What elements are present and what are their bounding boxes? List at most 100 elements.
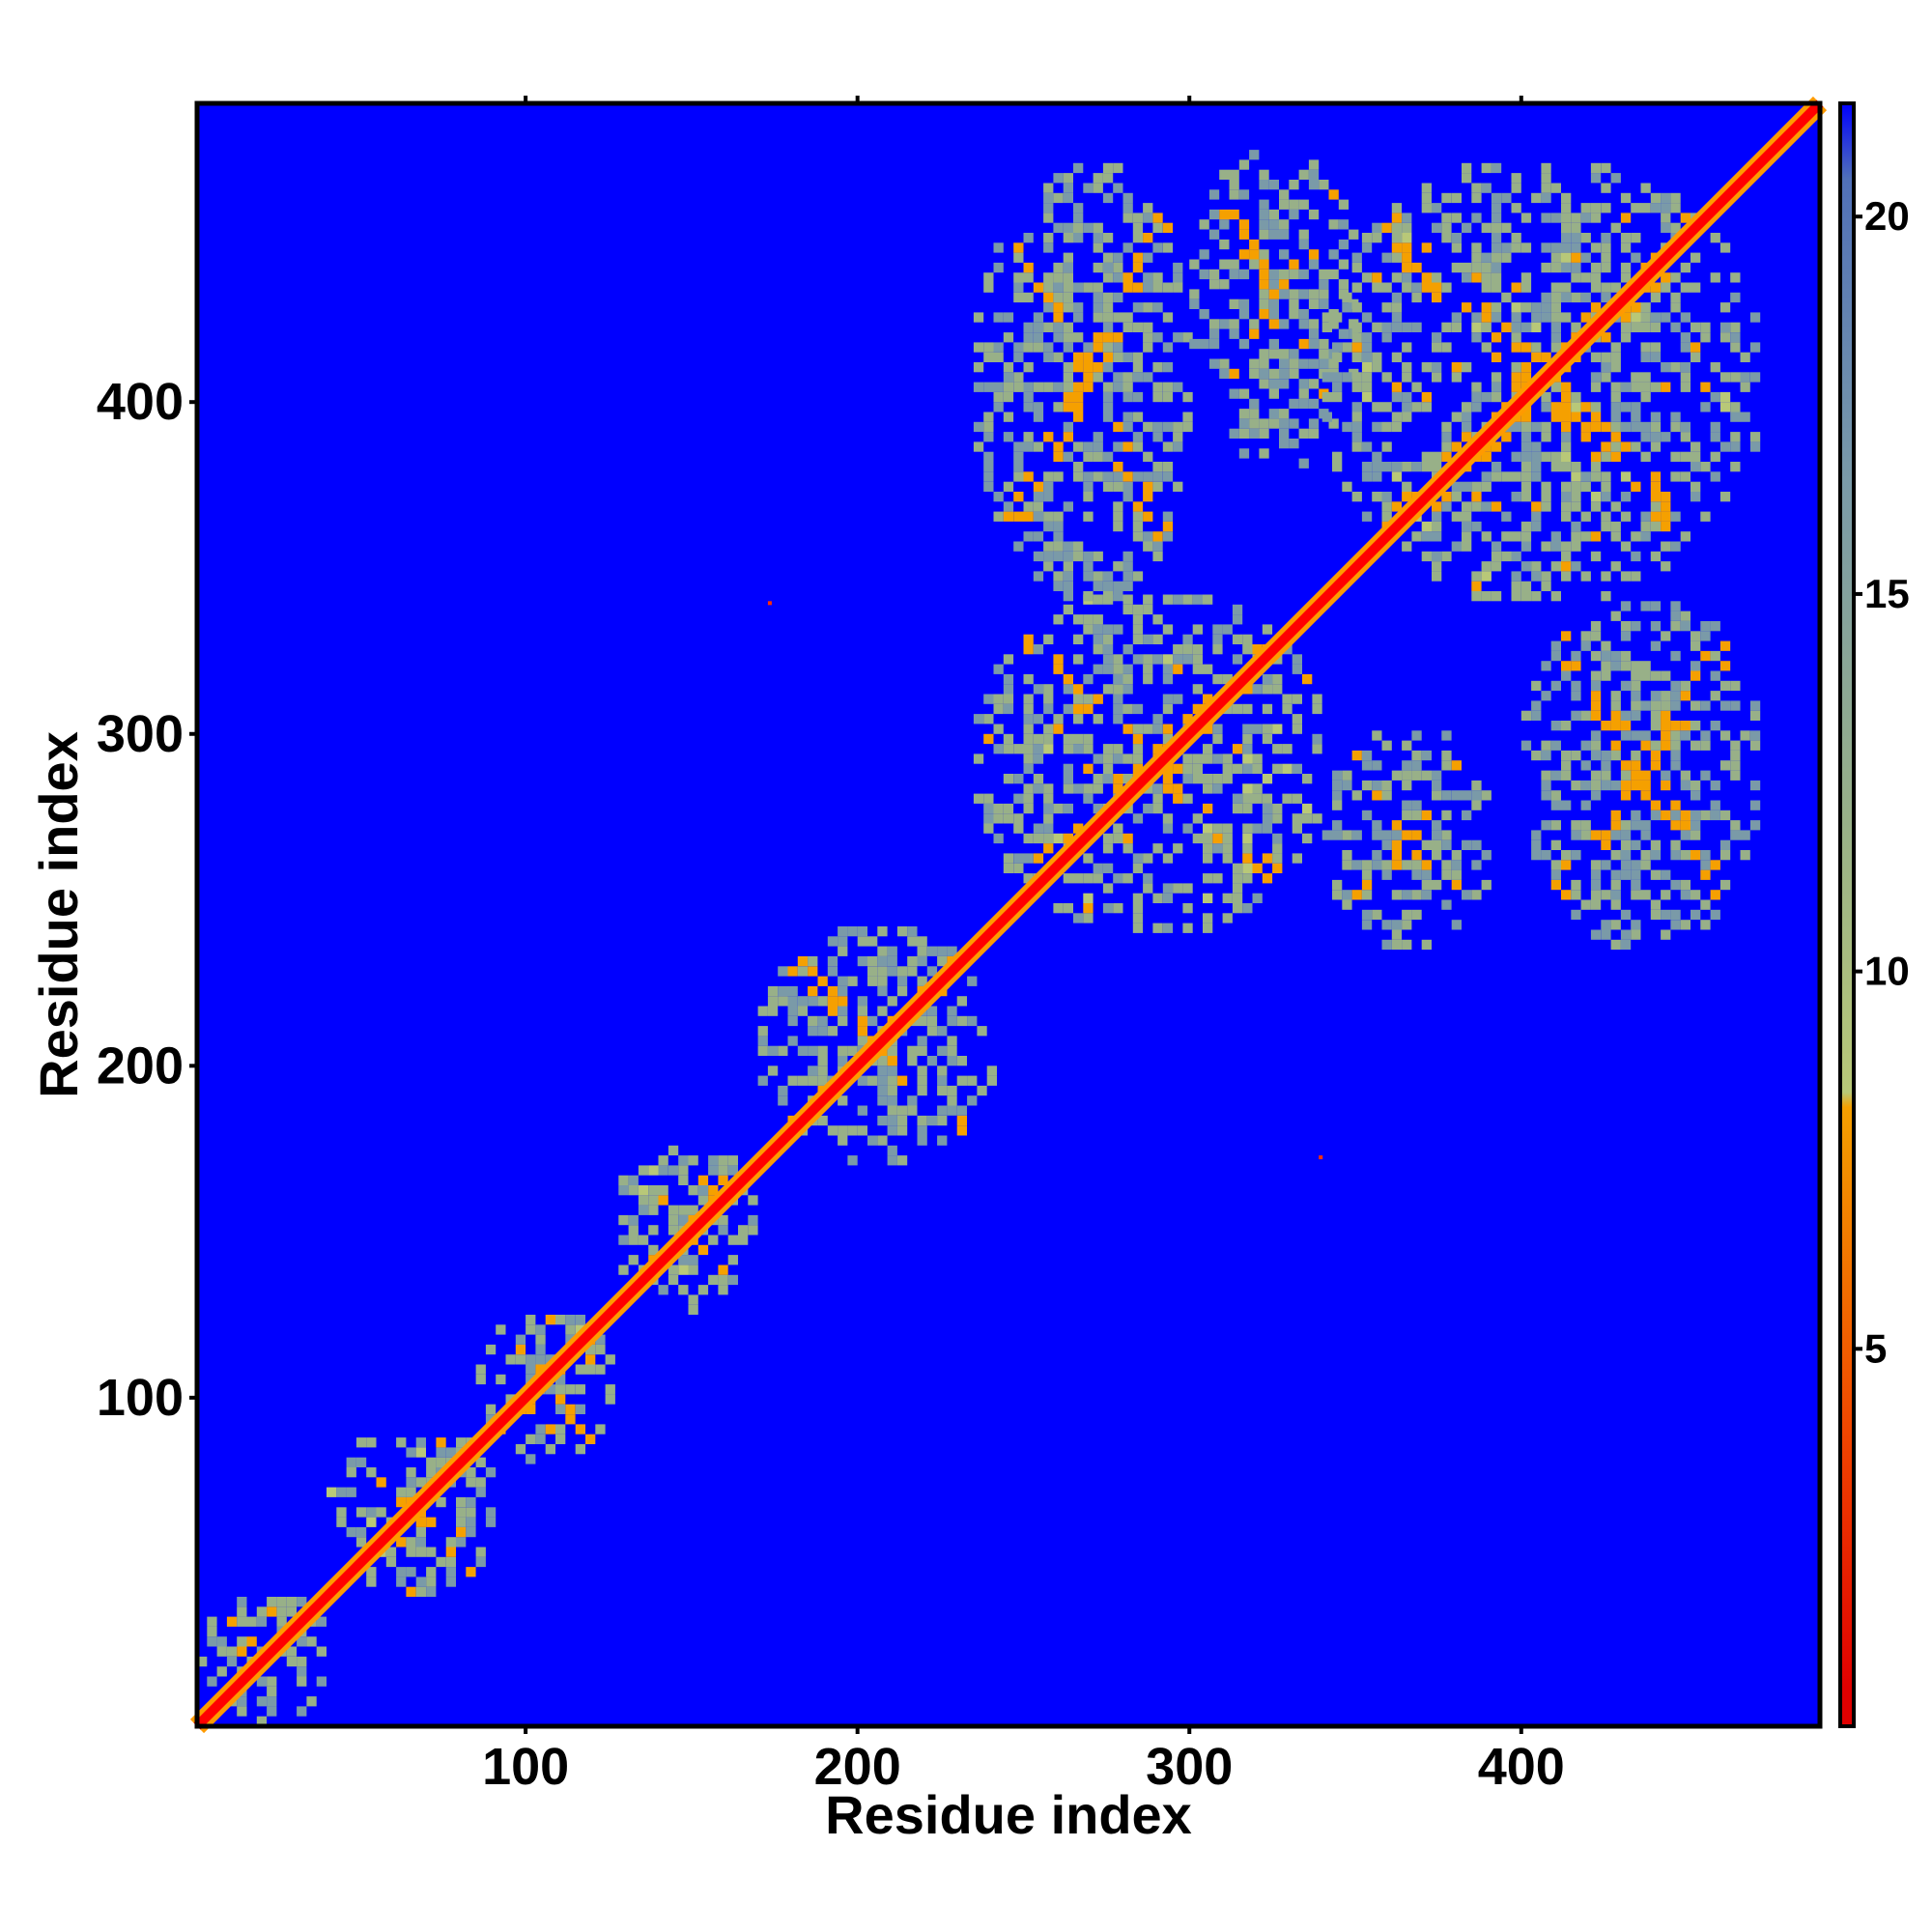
heatmap-cell bbox=[993, 724, 1004, 734]
heatmap-cell bbox=[1073, 302, 1084, 313]
heatmap-cell bbox=[817, 1056, 828, 1066]
heatmap-cell bbox=[1372, 730, 1382, 741]
heatmap-cell bbox=[1113, 753, 1123, 764]
heatmap-cell bbox=[1700, 740, 1711, 751]
heatmap-cell bbox=[1268, 219, 1279, 230]
heatmap-cell bbox=[1003, 673, 1014, 685]
heatmap-cell bbox=[1063, 173, 1073, 184]
heatmap-cell bbox=[1203, 803, 1213, 814]
heatmap-cell bbox=[1590, 621, 1602, 632]
heatmap-cell bbox=[1650, 481, 1662, 492]
heatmap-cell bbox=[1381, 322, 1392, 332]
heatmap-cell bbox=[1590, 492, 1602, 502]
heatmap-cell bbox=[396, 1567, 407, 1577]
contact-block bbox=[757, 926, 997, 1166]
heatmap-cell bbox=[1143, 724, 1153, 734]
heatmap-cell bbox=[1372, 492, 1382, 502]
heatmap-cell bbox=[1491, 561, 1502, 572]
heatmap-cell bbox=[246, 1616, 257, 1627]
heatmap-cell bbox=[1610, 412, 1621, 422]
heatmap-cell bbox=[585, 1434, 596, 1444]
heatmap-cell bbox=[887, 1056, 897, 1066]
heatmap-cell bbox=[1561, 760, 1572, 771]
heatmap-cell bbox=[1328, 358, 1339, 369]
heatmap-cell bbox=[1272, 803, 1283, 814]
heatmap-cell bbox=[1631, 770, 1641, 781]
heatmap-cell bbox=[1550, 302, 1561, 313]
heatmap-cell bbox=[1152, 471, 1163, 482]
heatmap-cell bbox=[565, 1324, 576, 1335]
heatmap-cell bbox=[1381, 839, 1392, 850]
heatmap-cell bbox=[1391, 242, 1403, 253]
heatmap-cell bbox=[1471, 521, 1482, 532]
heatmap-cell bbox=[1462, 262, 1472, 273]
heatmap-cell bbox=[1242, 733, 1253, 745]
heatmap-cell bbox=[907, 1105, 918, 1116]
heatmap-cell bbox=[1043, 471, 1054, 482]
heatmap-cell bbox=[1122, 242, 1133, 253]
heatmap-cell bbox=[907, 955, 918, 967]
heatmap-cell bbox=[1491, 382, 1502, 392]
heatmap-cell bbox=[1212, 724, 1223, 734]
heatmap-cell bbox=[1561, 213, 1572, 223]
heatmap-cell bbox=[1391, 820, 1403, 831]
heatmap-cell bbox=[1298, 398, 1309, 410]
heatmap-cell bbox=[1102, 774, 1114, 784]
heatmap-cell bbox=[1610, 391, 1621, 403]
heatmap-cell bbox=[1620, 730, 1632, 741]
heatmap-cell bbox=[1421, 770, 1432, 781]
heatmap-cell bbox=[1550, 322, 1561, 332]
heatmap-cell bbox=[1740, 382, 1750, 392]
heatmap-cell bbox=[1152, 272, 1163, 283]
heatmap-cell bbox=[847, 1155, 858, 1166]
heatmap-cell bbox=[1531, 700, 1542, 711]
heatmap-cell bbox=[757, 1045, 768, 1056]
heatmap-cell bbox=[1328, 219, 1339, 230]
heatmap-cell bbox=[778, 1045, 788, 1056]
heatmap-cell bbox=[1003, 774, 1014, 784]
heatmap-cell bbox=[1063, 803, 1073, 814]
heatmap-cell bbox=[1152, 654, 1163, 665]
heatmap-cell bbox=[1531, 850, 1542, 861]
heatmap-cell bbox=[475, 1547, 486, 1557]
heatmap-cell bbox=[1102, 571, 1114, 582]
heatmap-cell bbox=[1491, 192, 1502, 204]
heatmap-cell bbox=[1730, 272, 1741, 283]
heatmap-cell bbox=[1152, 481, 1163, 492]
heatmap-cell bbox=[1610, 691, 1621, 701]
heatmap-cell bbox=[1238, 309, 1250, 320]
heatmap-cell bbox=[1132, 302, 1144, 313]
heatmap-cell bbox=[1219, 279, 1230, 290]
heatmap-cell bbox=[1312, 733, 1322, 745]
heatmap-cell bbox=[1192, 703, 1203, 715]
heatmap-cell bbox=[1342, 899, 1352, 910]
heatmap-cell bbox=[1361, 810, 1373, 821]
heatmap-cell bbox=[926, 1026, 938, 1037]
heatmap-cell bbox=[1481, 501, 1492, 512]
heatmap-cell bbox=[426, 1467, 437, 1478]
heatmap-cell bbox=[1580, 213, 1591, 223]
heatmap-cell bbox=[708, 1235, 719, 1245]
heatmap-cell bbox=[1083, 873, 1094, 884]
heatmap-cell bbox=[1451, 362, 1462, 373]
heatmap-cell bbox=[1113, 272, 1123, 283]
heatmap-cell bbox=[1302, 673, 1313, 685]
heatmap-cell bbox=[1749, 740, 1761, 751]
heatmap-cell bbox=[1710, 272, 1720, 283]
heatmap-cell bbox=[1023, 763, 1034, 774]
heatmap-cell bbox=[1580, 830, 1591, 840]
heatmap-cell bbox=[1289, 368, 1299, 380]
heatmap-cell bbox=[1590, 402, 1602, 412]
heatmap-cell bbox=[658, 1285, 668, 1295]
heatmap-cell bbox=[1351, 860, 1362, 870]
heatmap-cell bbox=[1292, 714, 1302, 724]
heatmap-cell bbox=[1122, 412, 1133, 422]
heatmap-cell bbox=[838, 976, 848, 986]
heatmap-cell bbox=[1152, 843, 1163, 854]
heatmap-cell bbox=[1520, 432, 1532, 442]
heatmap-cell bbox=[1590, 691, 1602, 701]
heatmap-cell bbox=[1640, 312, 1651, 323]
heatmap-cell bbox=[1182, 594, 1193, 605]
heatmap-cell bbox=[618, 1264, 629, 1275]
heatmap-cell bbox=[1640, 322, 1651, 332]
